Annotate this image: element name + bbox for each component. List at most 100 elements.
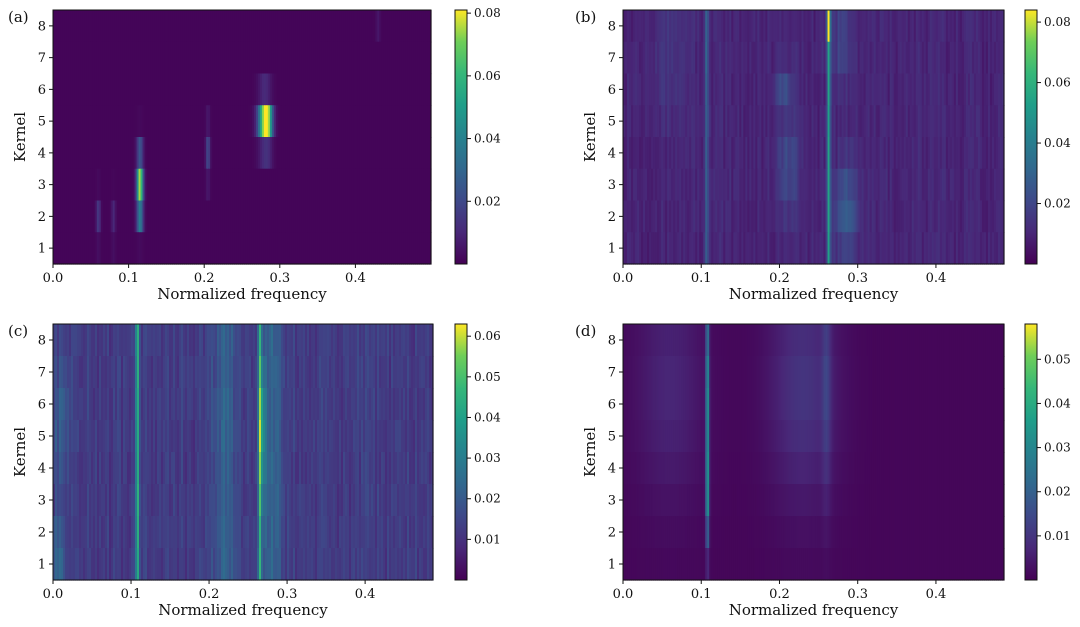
heatmap-cell xyxy=(931,232,935,265)
heatmap-cell xyxy=(116,105,120,138)
heatmap-cell xyxy=(307,105,311,138)
heatmap-cell xyxy=(109,452,112,485)
heatmap-cell xyxy=(797,324,801,357)
heatmap-cell xyxy=(135,388,138,421)
heatmap-cell xyxy=(993,41,997,75)
heatmap-cell xyxy=(181,324,184,357)
heatmap-cell xyxy=(1001,324,1005,357)
heatmap-cell xyxy=(919,324,923,357)
heatmap-cell xyxy=(823,168,827,202)
heatmap-cell xyxy=(113,356,116,389)
heatmap-cell xyxy=(186,232,189,265)
heatmap-cell xyxy=(239,548,242,581)
heatmap-cell xyxy=(171,388,174,421)
heatmap-cell xyxy=(192,105,195,138)
heatmap-cell xyxy=(391,105,394,138)
heatmap-cell xyxy=(159,484,162,517)
heatmap-cell xyxy=(185,548,188,581)
heatmap-cell xyxy=(963,232,967,265)
heatmap-cell xyxy=(84,10,88,43)
heatmap-cell xyxy=(245,548,248,581)
heatmap-cell xyxy=(365,516,368,549)
heatmap-cell xyxy=(387,548,390,581)
heatmap-cell xyxy=(179,452,182,485)
heatmap-cell xyxy=(877,41,881,75)
heatmap-cell xyxy=(275,73,279,106)
heatmap-cell xyxy=(909,10,913,43)
heatmap-cell xyxy=(94,105,98,138)
heatmap-cell xyxy=(108,41,112,75)
heatmap-cell xyxy=(901,105,905,138)
heatmap-cell xyxy=(923,41,927,75)
heatmap-cell xyxy=(277,41,281,75)
heatmap-cell xyxy=(257,200,261,233)
heatmap-cell xyxy=(289,168,293,202)
heatmap-cell xyxy=(237,356,240,389)
heatmap-cell xyxy=(168,105,171,138)
heatmap-cell xyxy=(351,73,355,106)
heatmap-cell xyxy=(905,105,909,138)
heatmap-cell xyxy=(331,324,334,357)
heatmap-cell xyxy=(59,452,62,485)
heatmap-cell xyxy=(212,232,215,265)
heatmap-cell xyxy=(188,137,191,170)
heatmap-cell xyxy=(695,232,698,265)
heatmap-cell xyxy=(303,356,306,389)
heatmap-cell xyxy=(845,200,849,233)
heatmap-cell xyxy=(136,137,140,170)
heatmap-cell xyxy=(369,452,372,485)
heatmap-cell xyxy=(113,324,116,357)
heatmap-cell xyxy=(913,200,917,233)
heatmap-cell xyxy=(243,324,246,357)
heatmap-cell xyxy=(81,388,84,421)
heatmap-cell xyxy=(645,324,648,357)
heatmap-cell xyxy=(183,420,186,453)
heatmap-cell xyxy=(835,73,839,106)
heatmap-cell xyxy=(413,41,416,75)
heatmap-cell xyxy=(855,105,859,138)
heatmap-cell xyxy=(963,137,967,170)
heatmap-cell xyxy=(685,10,688,43)
heatmap-cell xyxy=(427,324,430,357)
heatmap-cell xyxy=(1001,10,1005,43)
heatmap-cell xyxy=(863,137,867,170)
heatmap-cell xyxy=(917,41,921,75)
heatmap-cell xyxy=(142,200,146,233)
heatmap-cell xyxy=(973,137,977,170)
heatmap-cell xyxy=(931,200,935,233)
heatmap-cell xyxy=(423,200,426,233)
heatmap-cell xyxy=(247,105,251,138)
heatmap-cell xyxy=(749,73,752,106)
heatmap-cell xyxy=(55,388,58,421)
heatmap-cell xyxy=(163,452,166,485)
heatmap-cell xyxy=(717,200,720,233)
heatmap-cell xyxy=(365,548,368,581)
heatmap-cell xyxy=(891,232,895,265)
heatmap-cell xyxy=(629,324,632,357)
heatmap-cell xyxy=(359,420,362,453)
heatmap-cell xyxy=(263,200,267,233)
heatmap-cell xyxy=(319,516,322,549)
heatmap-cell xyxy=(100,232,104,265)
heatmap-cell xyxy=(197,516,200,549)
heatmap-cell xyxy=(103,420,106,453)
heatmap-cell xyxy=(303,105,307,138)
heatmap-cell xyxy=(899,105,903,138)
heatmap-cell xyxy=(363,73,366,106)
heatmap-cell xyxy=(313,324,316,357)
heatmap-cell xyxy=(933,137,937,170)
heatmap-cell xyxy=(803,324,807,357)
heatmap-cell xyxy=(299,10,303,43)
heatmap-cell xyxy=(287,420,290,453)
heatmap-cell xyxy=(100,41,104,75)
heatmap-cell xyxy=(955,10,959,43)
heatmap-cell xyxy=(202,105,205,138)
heatmap-cell xyxy=(339,388,342,421)
heatmap-cell xyxy=(369,200,372,233)
heatmap-cell xyxy=(249,73,253,106)
heatmap-cell xyxy=(689,105,692,138)
heatmap-cell xyxy=(973,10,977,43)
heatmap-cell xyxy=(759,73,762,106)
heatmap-cell xyxy=(277,452,280,485)
heatmap-cell xyxy=(941,10,945,43)
